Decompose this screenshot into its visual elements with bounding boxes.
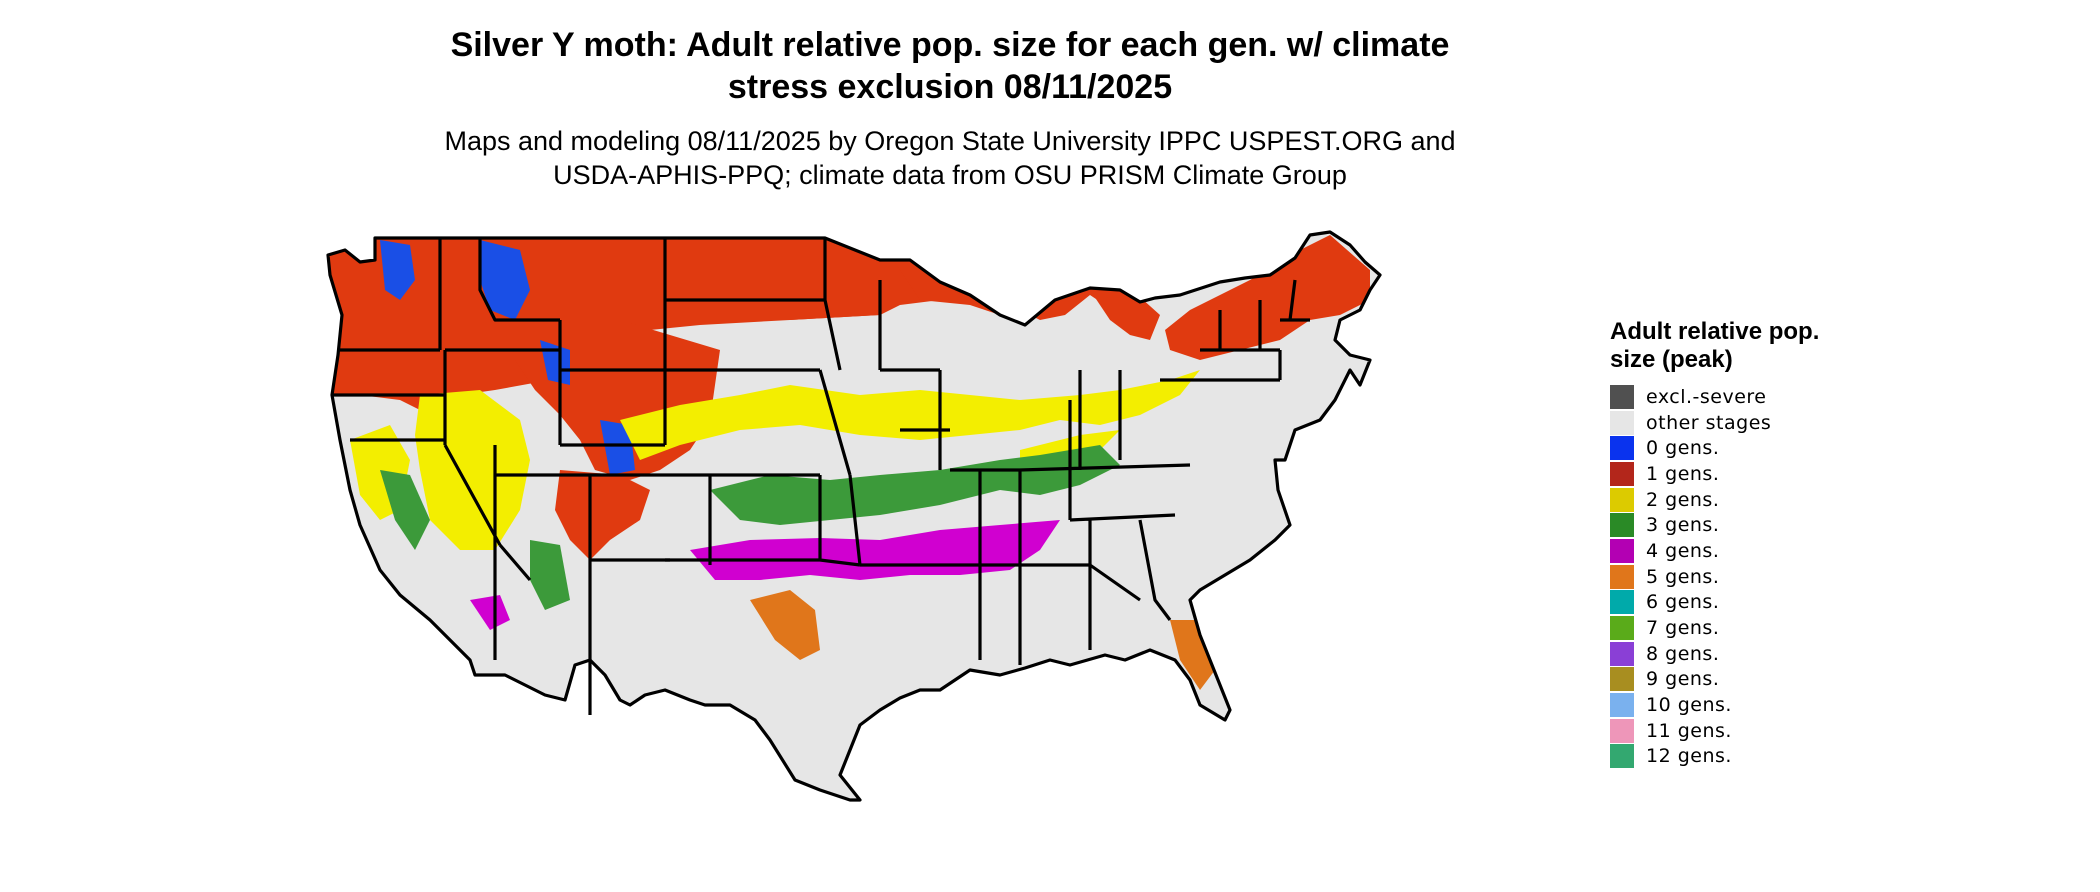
legend-item: 6 gens.	[1610, 590, 1830, 616]
legend: Adult relative pop. size (peak) excl.-se…	[1610, 318, 1830, 769]
legend-item: 1 gens.	[1610, 461, 1830, 487]
legend-label: 0 gens.	[1646, 437, 1720, 460]
legend-label: 11 gens.	[1646, 719, 1732, 742]
legend-swatch	[1610, 410, 1634, 435]
legend-swatch	[1610, 538, 1634, 563]
legend-swatch	[1610, 513, 1634, 538]
legend-swatch	[1610, 616, 1634, 641]
zone-5-gen-texas-coast	[750, 590, 820, 660]
state-borders	[326, 230, 1382, 802]
legend-label: 2 gens.	[1646, 488, 1720, 511]
us-generations-map	[326, 230, 1382, 802]
map-subtitle: Maps and modeling 08/11/2025 by Oregon S…	[300, 124, 1600, 192]
legend-swatch	[1610, 436, 1634, 461]
legend-label: 1 gens.	[1646, 462, 1720, 485]
legend-label: 5 gens.	[1646, 565, 1720, 588]
zone-4-gen-arizona	[470, 595, 510, 630]
state-lines-west	[332, 238, 825, 715]
legend-items: excl.-severe other stages 0 gens. 1 gens. 2 …	[1610, 384, 1830, 769]
state-lines-east	[1019, 279, 1310, 650]
legend-swatch	[1610, 718, 1634, 743]
legend-swatch	[1610, 744, 1634, 769]
legend-label: excl.-severe	[1646, 385, 1767, 408]
legend-swatch	[1610, 641, 1634, 666]
legend-item: 11 gens.	[1610, 718, 1830, 744]
zone-1-gen-northeast	[1165, 235, 1370, 360]
title-line-1: Silver Y moth: Adult relative pop. size …	[450, 26, 1450, 64]
zone-1-gen-four-corners	[555, 470, 650, 560]
zone-3-gen-california-valley	[380, 470, 430, 550]
zone-0-gen-idaho	[480, 240, 530, 320]
legend-label: 4 gens.	[1646, 539, 1720, 562]
zone-0-gen-colorado	[600, 420, 635, 475]
zone-3-gen-south-central	[710, 445, 1120, 525]
subtitle-line-1: Maps and modeling 08/11/2025 by Oregon S…	[444, 126, 1456, 156]
legend-label: 6 gens.	[1646, 591, 1720, 614]
legend-item: excl.-severe	[1610, 384, 1830, 410]
zone-1-gen-north-central	[700, 232, 1040, 320]
legend-label: 7 gens.	[1646, 617, 1720, 640]
legend-swatch	[1610, 384, 1634, 409]
legend-label: 8 gens.	[1646, 642, 1720, 665]
legend-label: 3 gens.	[1646, 514, 1720, 537]
legend-label: 9 gens.	[1646, 668, 1720, 691]
legend-swatch	[1610, 564, 1634, 589]
zone-0-gen-cascades	[380, 240, 415, 300]
zone-2-gen-central-band	[620, 370, 1200, 460]
legend-swatch	[1610, 590, 1634, 615]
legend-label: 10 gens.	[1646, 694, 1732, 717]
subtitle-line-2: USDA-APHIS-PPQ; climate data from OSU PR…	[553, 160, 1347, 190]
legend-item: 4 gens.	[1610, 538, 1830, 564]
legend-title: Adult relative pop. size (peak)	[1610, 318, 1820, 373]
legend-item: 5 gens.	[1610, 564, 1830, 590]
map-title: Silver Y moth: Adult relative pop. size …	[300, 24, 1600, 108]
zone-3-gen-new-mexico	[530, 540, 570, 610]
legend-item: other stages	[1610, 410, 1830, 436]
legend-swatch	[1610, 461, 1634, 486]
state-lines-central	[665, 238, 1072, 665]
legend-item: 12 gens.	[1610, 744, 1830, 770]
legend-item: 9 gens.	[1610, 667, 1830, 693]
legend-label: other stages	[1646, 411, 1772, 434]
legend-item: 2 gens.	[1610, 487, 1830, 513]
legend-swatch	[1610, 487, 1634, 512]
legend-item: 10 gens.	[1610, 692, 1830, 718]
legend-item: 3 gens.	[1610, 512, 1830, 538]
legend-swatch	[1610, 693, 1634, 718]
legend-item: 8 gens.	[1610, 641, 1830, 667]
legend-label: 12 gens.	[1646, 745, 1732, 768]
legend-item: 0 gens.	[1610, 435, 1830, 461]
title-line-2: stress exclusion 08/11/2025	[727, 68, 1173, 106]
legend-item: 7 gens.	[1610, 615, 1830, 641]
legend-swatch	[1610, 667, 1634, 692]
